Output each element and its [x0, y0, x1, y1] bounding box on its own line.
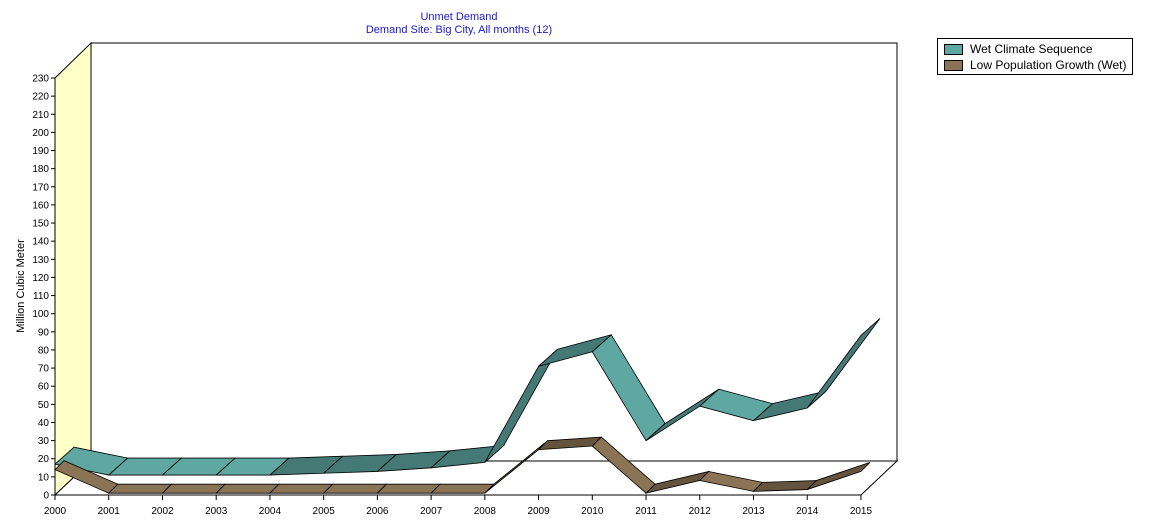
x-tick-label: 2014 [796, 506, 819, 517]
x-tick-label: 2003 [205, 506, 228, 517]
y-tick-label: 120 [32, 273, 49, 284]
y-tick-label: 180 [32, 164, 49, 175]
x-tick-label: 2012 [689, 506, 712, 517]
series-segment-low-population [107, 483, 173, 494]
y-tick-label: 210 [32, 110, 49, 121]
y-tick-label: 200 [32, 128, 49, 139]
x-tick-label: 2001 [98, 506, 121, 517]
y-tick-label: 60 [38, 382, 50, 393]
x-tick-label: 2004 [259, 506, 282, 517]
y-tick-label: 90 [38, 327, 50, 338]
x-tick-label: 2006 [366, 506, 389, 517]
y-axis-label: Million Cubic Meter [15, 239, 27, 333]
left-wall [54, 41, 92, 497]
y-tick-label: 10 [38, 472, 50, 483]
x-tick-label: 2007 [420, 506, 443, 517]
legend-swatch-wet-climate [944, 43, 963, 55]
legend: Wet Climate Sequence Low Population Grow… [937, 38, 1133, 75]
chart-frame [53, 41, 899, 497]
x-tick-label: 2011 [635, 506, 657, 517]
series-wet-climate [54, 318, 881, 476]
series-ribbons [54, 318, 881, 494]
series-segment-low-population [268, 483, 334, 494]
y-tick-label: 190 [32, 146, 49, 157]
y-tick-label: 130 [32, 255, 49, 266]
back-wall [90, 42, 898, 462]
x-tick-label: 2009 [527, 506, 550, 517]
legend-item-wet-climate: Wet Climate Sequence [944, 41, 1093, 57]
x-tick-label: 2010 [581, 506, 604, 517]
y-tick-label: 110 [33, 291, 49, 302]
x-tick-label: 2000 [44, 506, 67, 517]
y-tick-label: 70 [38, 364, 50, 375]
series-segment-wet-climate [806, 318, 881, 409]
x-tick-label: 2005 [313, 506, 336, 517]
y-tick-label: 100 [32, 309, 49, 320]
y-axis-ticks: 0 10 20 30 40 50 60 70 80 90 100 110 120 130 140 150 160… [32, 74, 55, 502]
legend-item-low-population: Low Population Growth (Wet) [944, 57, 1127, 73]
y-tick-label: 160 [32, 200, 49, 211]
y-tick-label: 220 [32, 92, 49, 103]
legend-swatch-low-population [944, 59, 963, 71]
chart-subtitle: Demand Site: Big City, All months (12) [366, 24, 552, 36]
y-tick-label: 0 [43, 491, 49, 502]
x-tick-label: 2002 [151, 506, 174, 517]
x-tick-label: 2008 [474, 506, 497, 517]
series-segment-low-population [215, 483, 280, 494]
y-tick-label: 140 [32, 237, 49, 248]
y-tick-label: 40 [38, 418, 50, 429]
y-tick-label: 230 [32, 74, 49, 85]
series-low-population [54, 436, 871, 494]
x-tick-label: 2015 [850, 506, 873, 517]
y-tick-label: 80 [38, 345, 50, 356]
series-segment-low-population [161, 483, 227, 494]
series-segment-low-population [430, 483, 495, 494]
legend-label-wet-climate: Wet Climate Sequence [970, 42, 1093, 56]
series-segment-low-population [752, 480, 818, 492]
legend-label-low-population: Low Population Growth (Wet) [970, 58, 1127, 72]
x-tick-label: 2013 [742, 506, 765, 517]
y-tick-label: 30 [38, 436, 50, 447]
series-segment-low-population [322, 483, 388, 494]
y-tick-label: 50 [38, 400, 50, 411]
chart-title: Unmet Demand [420, 11, 497, 23]
y-tick-label: 150 [32, 219, 49, 230]
series-segment-low-population [806, 462, 871, 490]
y-tick-label: 20 [38, 454, 50, 465]
x-axis-ticks: 2000 2001 2002 2003 2004 2005 2006 2007 2008 2009… [44, 495, 873, 517]
y-tick-label: 170 [32, 182, 49, 193]
series-segment-low-population [376, 483, 442, 494]
